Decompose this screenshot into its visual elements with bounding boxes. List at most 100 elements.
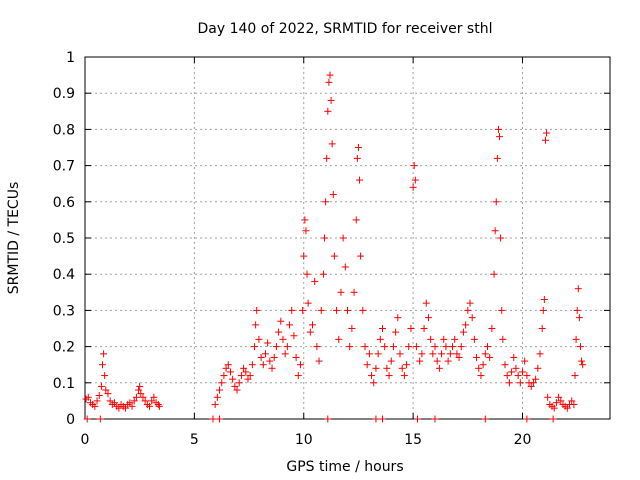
data-point — [220, 372, 228, 380]
y-tick-label: 0.7 — [53, 159, 75, 175]
chart-title: Day 140 of 2022, SRMTID for receiver sth… — [198, 21, 493, 37]
data-point — [550, 404, 558, 412]
data-point — [277, 317, 285, 325]
data-point — [237, 372, 245, 380]
data-point — [497, 234, 505, 242]
data-point — [575, 314, 583, 322]
data-point — [266, 357, 274, 365]
data-point — [301, 216, 309, 224]
data-point — [252, 321, 260, 329]
data-point — [218, 379, 226, 387]
data-point — [427, 335, 435, 343]
data-point — [440, 335, 448, 343]
data-point — [473, 353, 481, 361]
data-point — [329, 191, 337, 199]
data-point — [283, 343, 291, 351]
data-point — [150, 393, 158, 401]
data-point — [481, 415, 489, 423]
data-point — [226, 368, 234, 376]
data-point — [492, 198, 500, 206]
data-point — [376, 335, 384, 343]
data-point — [253, 306, 261, 314]
data-point — [270, 353, 278, 361]
data-point — [268, 364, 276, 372]
data-point — [132, 393, 140, 401]
data-point — [501, 361, 509, 369]
data-point — [257, 353, 265, 361]
data-point — [403, 361, 411, 369]
data-point — [521, 357, 529, 365]
data-point — [572, 335, 580, 343]
data-point — [407, 325, 415, 332]
data-point — [523, 372, 531, 380]
data-point — [370, 379, 378, 387]
data-point — [229, 375, 237, 383]
data-point — [341, 263, 349, 271]
data-point — [296, 361, 304, 369]
data-point — [128, 402, 136, 410]
data-point — [433, 357, 441, 365]
data-point — [313, 343, 321, 351]
data-point — [494, 125, 502, 133]
data-point — [91, 402, 99, 410]
data-point — [255, 335, 263, 343]
data-point — [321, 234, 329, 242]
data-point — [324, 415, 332, 423]
y-tick-label: 0.3 — [53, 303, 75, 319]
data-point — [400, 372, 408, 380]
data-point — [359, 306, 367, 314]
data-point — [264, 339, 272, 347]
data-point — [573, 306, 581, 314]
data-point — [248, 361, 256, 369]
data-point — [398, 364, 406, 372]
data-point — [292, 353, 300, 361]
data-point — [424, 314, 432, 322]
data-point — [420, 325, 428, 332]
data-point — [568, 397, 576, 405]
data-point — [365, 350, 373, 358]
y-tick-label: 0.2 — [53, 340, 75, 356]
data-point — [446, 350, 454, 358]
data-point — [464, 306, 472, 314]
data-point — [579, 361, 587, 369]
y-tick-label: 0.8 — [53, 122, 75, 138]
data-point — [275, 328, 283, 336]
data-point — [272, 343, 280, 351]
data-point — [493, 154, 501, 162]
x-tick-label: 5 — [190, 432, 199, 448]
data-point — [348, 325, 356, 332]
data-point — [576, 343, 584, 351]
data-point — [491, 227, 499, 235]
data-point — [323, 154, 331, 162]
data-point — [303, 270, 311, 278]
data-point — [235, 379, 243, 387]
data-point — [101, 372, 109, 380]
grid — [85, 57, 610, 419]
data-point — [416, 357, 424, 365]
data-point — [544, 393, 552, 401]
data-point — [216, 386, 224, 394]
data-point — [148, 397, 156, 405]
data-point — [389, 343, 397, 351]
data-point — [539, 306, 547, 314]
data-point — [543, 129, 551, 137]
data-point — [222, 364, 230, 372]
data-point — [154, 401, 162, 409]
data-point — [468, 314, 476, 322]
data-point — [374, 350, 382, 358]
x-tick-label: 15 — [404, 432, 422, 448]
data-point — [412, 343, 420, 351]
data-point — [466, 299, 474, 307]
data-point — [442, 343, 450, 351]
data-point — [508, 368, 516, 376]
data-point — [240, 364, 248, 372]
data-point — [477, 372, 485, 380]
data-point — [304, 299, 312, 307]
data-point — [121, 404, 129, 412]
data-point — [549, 415, 557, 423]
data-point — [102, 386, 110, 394]
data-point — [571, 372, 579, 380]
data-point — [385, 372, 393, 380]
data-point — [300, 252, 308, 260]
